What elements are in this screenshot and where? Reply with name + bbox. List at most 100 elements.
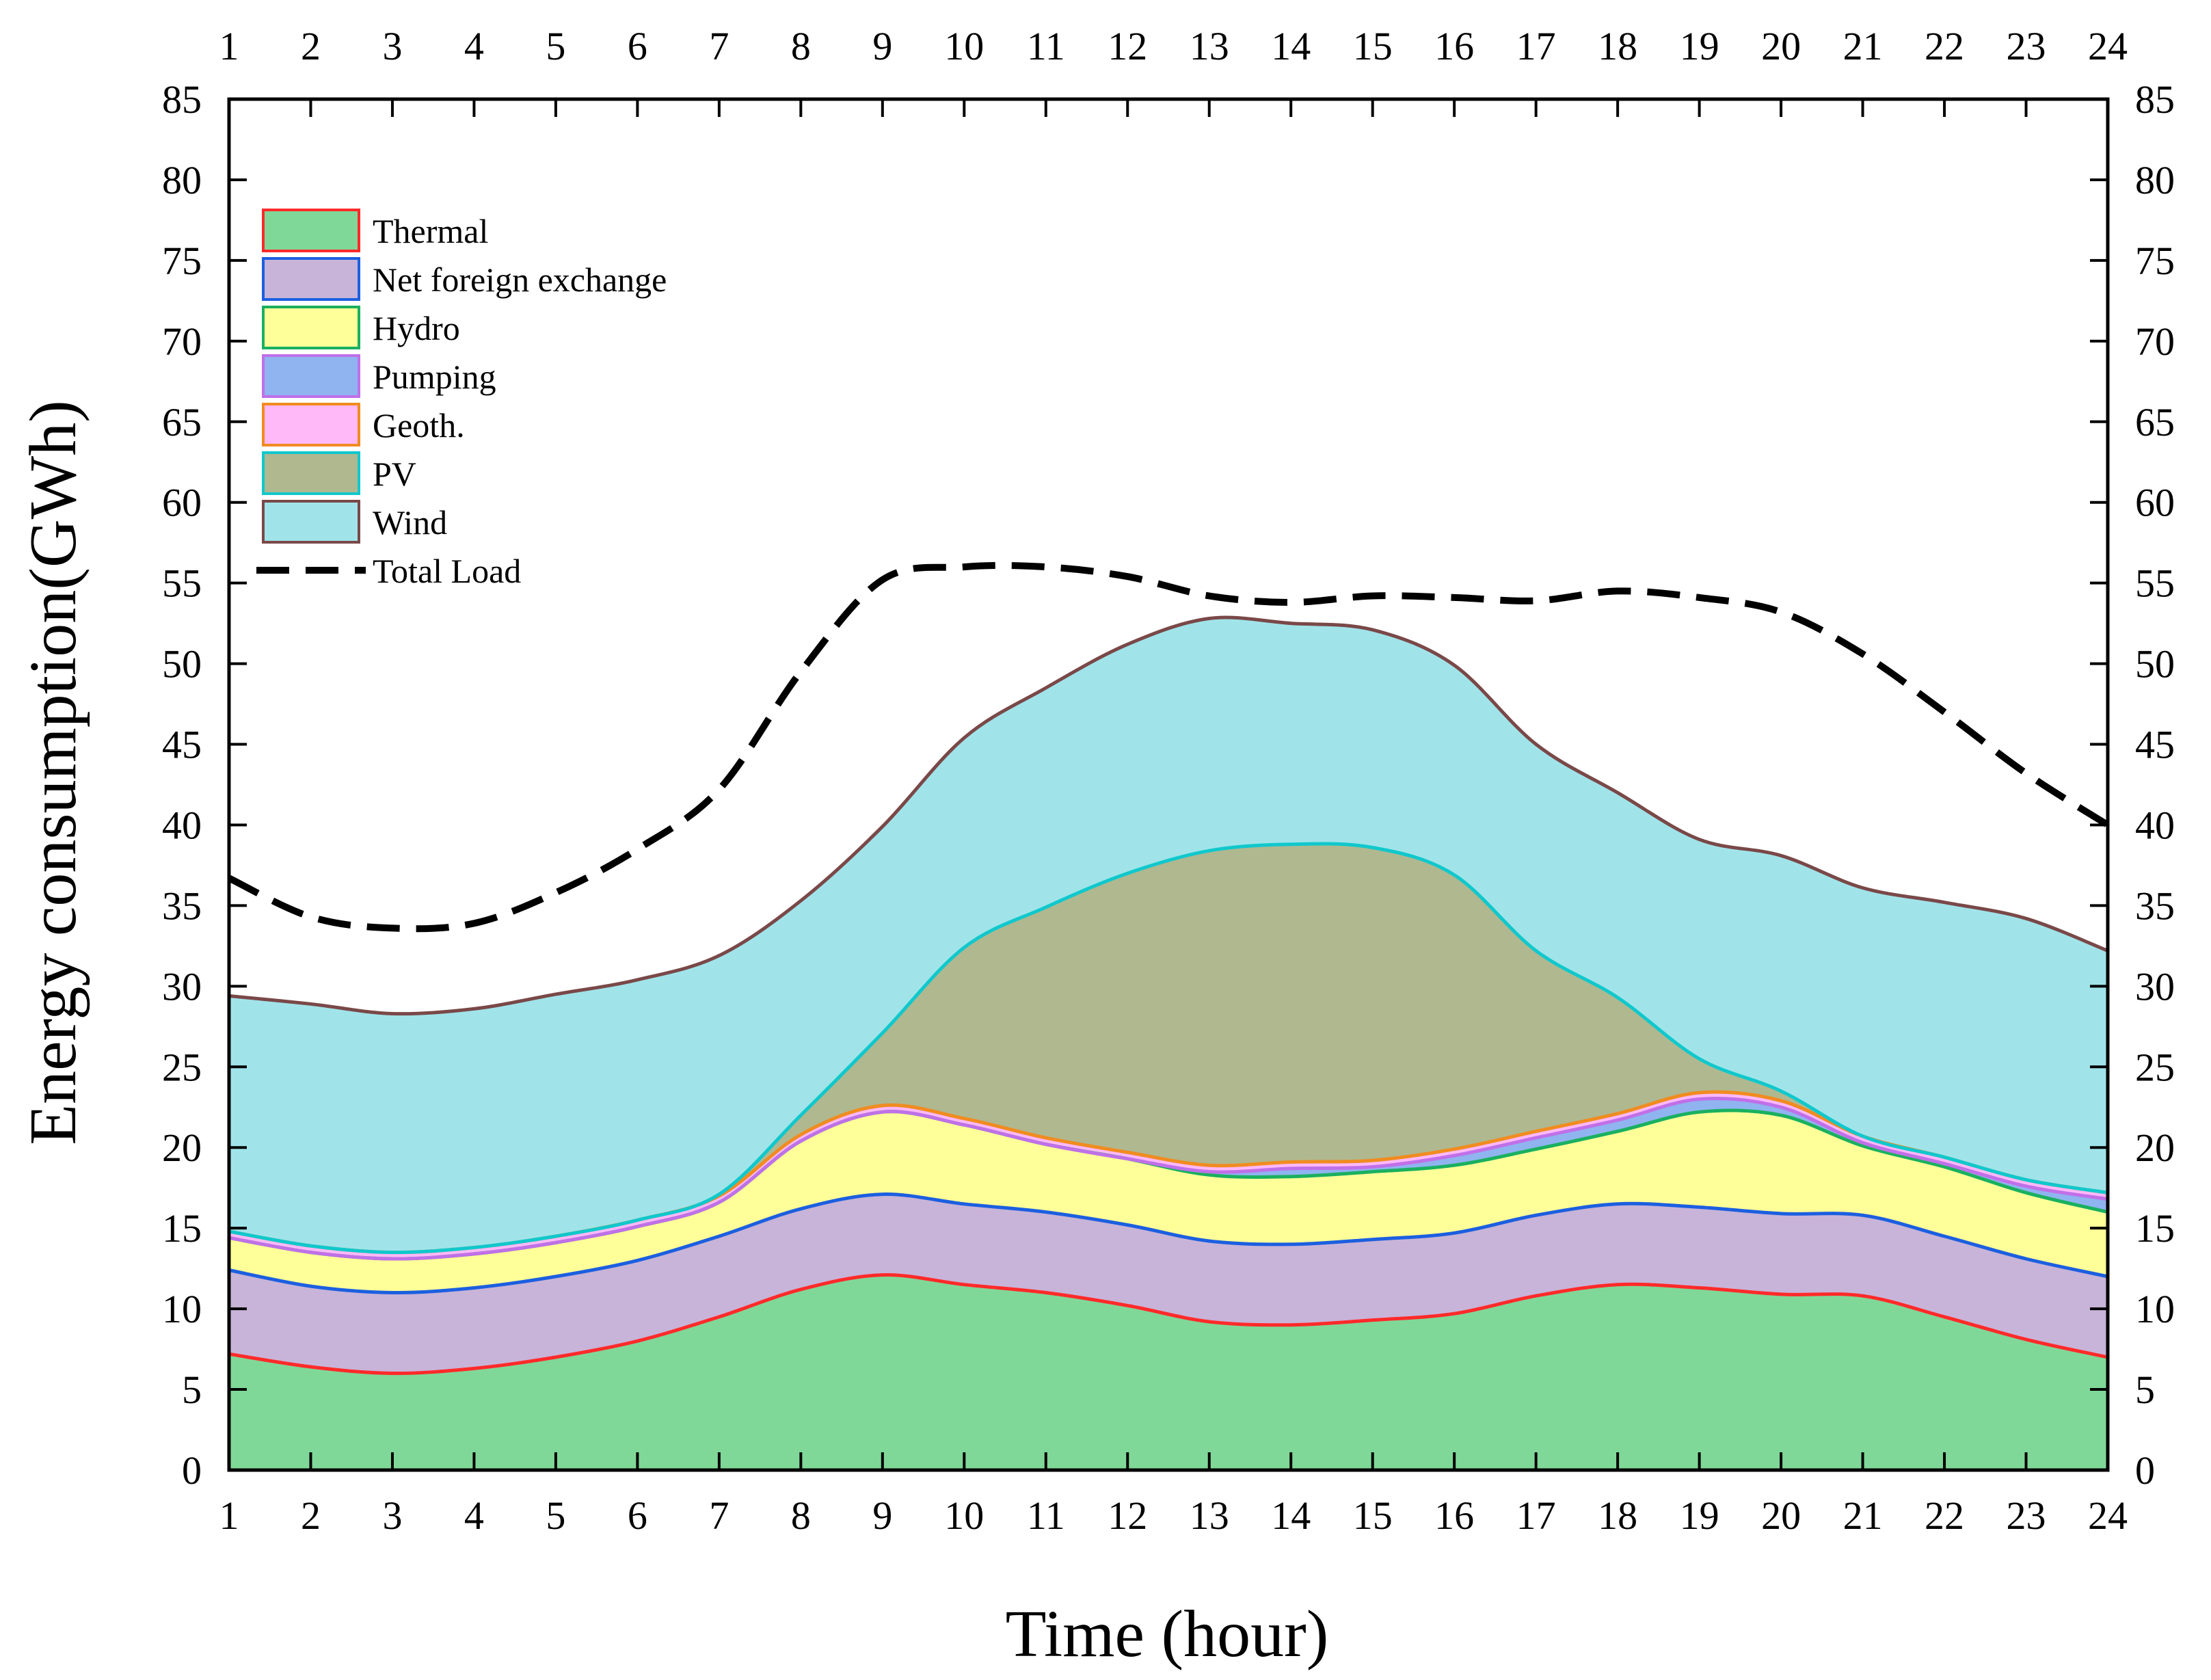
y-tick-label: 85: [162, 77, 202, 122]
x-tick-label-top: 13: [1190, 24, 1229, 68]
legend-swatch-geoth: [262, 403, 360, 446]
x-tick-label: 14: [1271, 1493, 1311, 1538]
x-tick-label-top: 9: [872, 24, 892, 68]
y-tick-label: 15: [162, 1206, 202, 1251]
legend-label-pv: PV: [373, 455, 416, 493]
x-tick-label-top: 24: [2088, 24, 2128, 68]
x-tick-label: 18: [1598, 1493, 1637, 1538]
x-tick-label: 3: [382, 1493, 402, 1538]
x-tick-label: 16: [1434, 1493, 1474, 1538]
y-tick-label-right: 85: [2135, 77, 2175, 122]
x-tick-label-top: 15: [1353, 24, 1393, 68]
x-tick-label: 1: [219, 1493, 239, 1538]
legend-label-thermal: Thermal: [373, 212, 488, 250]
y-tick-label: 55: [162, 561, 202, 606]
legend-label-net-foreign-exchange: Net foreign exchange: [373, 261, 667, 299]
y-tick-label: 75: [162, 239, 202, 283]
x-tick-label: 6: [628, 1493, 647, 1538]
x-tick-label-top: 18: [1598, 24, 1637, 68]
legend: Thermal Net foreign exchange Hydro Pumping G…: [256, 209, 667, 590]
y-tick-label: 30: [162, 964, 202, 1009]
x-tick-label-top: 19: [1680, 24, 1719, 68]
y-tick-label: 25: [162, 1045, 202, 1089]
x-tick-label: 21: [1843, 1493, 1883, 1538]
x-tick-label: 11: [1027, 1493, 1065, 1538]
legend-label-total-load: Total Load: [373, 552, 521, 590]
x-tick-label: 7: [709, 1493, 729, 1538]
y-tick-label-right: 20: [2135, 1125, 2175, 1170]
y-tick-label: 20: [162, 1125, 202, 1170]
x-tick-label: 20: [1761, 1493, 1801, 1538]
y-tick-label: 60: [162, 481, 202, 525]
y-tick-label: 10: [162, 1287, 202, 1331]
x-tick-label-top: 21: [1843, 24, 1883, 68]
x-tick-label-top: 1: [219, 24, 239, 68]
y-tick-label-right: 75: [2135, 239, 2175, 283]
x-tick-label-top: 5: [546, 24, 565, 68]
y-tick-label: 65: [162, 400, 202, 444]
y-tick-label-right: 35: [2135, 883, 2175, 928]
y-tick-label-right: 55: [2135, 561, 2175, 606]
edge-pumping: [228, 1097, 2108, 1261]
edge-net-foreign-exchange: [228, 1192, 2108, 1295]
area-net-foreign-exchange: [229, 1194, 2108, 1374]
legend-swatch-hydro: [262, 306, 360, 349]
x-tick-label-top: 14: [1271, 24, 1311, 68]
areas-layer: [228, 615, 2108, 1470]
y-tick-label: 5: [182, 1368, 202, 1412]
x-tick-label-top: 7: [709, 24, 729, 68]
x-tick-label: 22: [1925, 1493, 1964, 1538]
x-tick-label-top: 8: [791, 24, 811, 68]
y-tick-label: 0: [182, 1448, 202, 1493]
x-tick-label-top: 20: [1761, 24, 1801, 68]
x-tick-label: 9: [872, 1493, 892, 1538]
y-tick-label: 45: [162, 723, 202, 767]
x-tick-label-top: 17: [1516, 24, 1556, 68]
legend-swatch-thermal: [262, 209, 360, 252]
x-tick-label-top: 2: [301, 24, 321, 68]
x-tick-label-top: 16: [1434, 24, 1474, 68]
legend-swatch-wind: [262, 500, 360, 544]
legend-swatch-pv: [262, 451, 360, 495]
plot-frame: [227, 97, 2110, 1472]
y-tick-label-right: 65: [2135, 400, 2175, 444]
total-load-layer: [227, 561, 2110, 933]
x-tick-label: 17: [1516, 1493, 1556, 1538]
x-tick-label: 19: [1680, 1493, 1719, 1538]
x-tick-label-top: 4: [464, 24, 484, 68]
x-tick-label: 8: [791, 1493, 811, 1538]
legend-label-geoth: Geoth.: [373, 406, 465, 444]
legend-swatch-net-foreign-exchange: [262, 257, 360, 301]
y-tick-label-right: 15: [2135, 1206, 2175, 1251]
edge-pv: [228, 842, 2108, 1255]
y-tick-label: 50: [162, 642, 202, 686]
x-tick-label-top: 3: [382, 24, 402, 68]
legend-swatch-pumping: [262, 354, 360, 398]
y-tick-label: 35: [162, 883, 202, 928]
y-tick-label-right: 70: [2135, 319, 2175, 364]
y-tick-label-right: 45: [2135, 723, 2175, 767]
y-tick-label-right: 10: [2135, 1287, 2175, 1331]
x-tick-label-top: 23: [2007, 24, 2046, 68]
x-axis-title: Time (hour): [1006, 1597, 1329, 1671]
edge-wind: [228, 615, 2108, 1016]
y-tick-label: 70: [162, 319, 202, 364]
y-axis-title: Energy consumption(GWh): [16, 400, 90, 1145]
y-tick-label-right: 30: [2135, 964, 2175, 1009]
y-tick-label-right: 5: [2135, 1368, 2155, 1412]
x-tick-label: 15: [1353, 1493, 1393, 1538]
y-tick-label-right: 80: [2135, 158, 2175, 202]
x-tick-label: 13: [1190, 1493, 1229, 1538]
x-tick-label: 23: [2007, 1493, 2046, 1538]
area-wind: [229, 617, 2108, 1253]
legend-label-hydro: Hydro: [373, 309, 460, 347]
y-tick-label: 80: [162, 158, 202, 202]
x-tick-label: 10: [944, 1493, 984, 1538]
y-tick-label-right: 60: [2135, 481, 2175, 525]
x-tick-label-top: 6: [628, 24, 647, 68]
x-tick-label-top: 22: [1925, 24, 1964, 68]
legend-label-wind: Wind: [373, 503, 447, 542]
x-tick-label-top: 11: [1027, 24, 1065, 68]
x-tick-label-top: 12: [1108, 24, 1147, 68]
